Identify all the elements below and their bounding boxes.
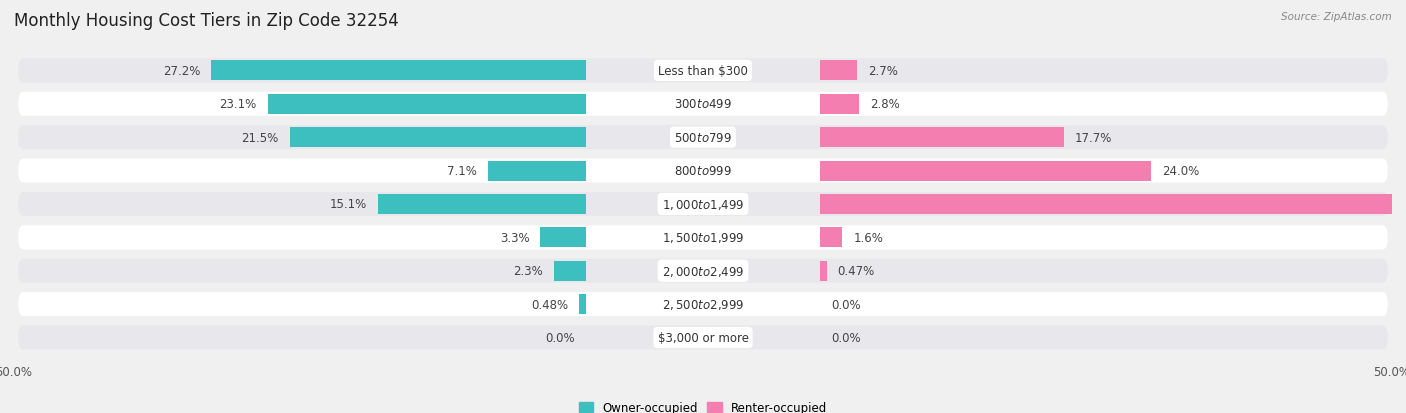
Text: 1.6%: 1.6% [853,231,883,244]
FancyBboxPatch shape [18,192,1388,216]
FancyBboxPatch shape [18,292,1388,316]
Text: 0.48%: 0.48% [531,298,568,311]
Text: Monthly Housing Cost Tiers in Zip Code 32254: Monthly Housing Cost Tiers in Zip Code 3… [14,12,399,30]
Bar [820,161,1152,181]
Text: 21.5%: 21.5% [242,131,278,144]
Legend: Owner-occupied, Renter-occupied: Owner-occupied, Renter-occupied [574,396,832,413]
Bar [820,61,858,81]
Text: $1,000 to $1,499: $1,000 to $1,499 [662,197,744,211]
Bar [211,61,586,81]
Bar [820,195,1406,214]
FancyBboxPatch shape [18,326,1388,350]
Bar [290,128,586,148]
Text: 2.8%: 2.8% [870,98,900,111]
Text: $1,500 to $1,999: $1,500 to $1,999 [662,231,744,245]
Text: $500 to $799: $500 to $799 [673,131,733,144]
Text: 17.7%: 17.7% [1076,131,1112,144]
Text: 3.3%: 3.3% [499,231,530,244]
Text: 2.3%: 2.3% [513,265,543,278]
Bar [820,228,842,248]
Text: $2,500 to $2,999: $2,500 to $2,999 [662,297,744,311]
Text: 0.47%: 0.47% [838,265,875,278]
Text: 27.2%: 27.2% [163,65,200,78]
FancyBboxPatch shape [18,126,1388,150]
Text: $3,000 or more: $3,000 or more [658,331,748,344]
FancyBboxPatch shape [18,59,1388,83]
Bar [579,294,586,314]
Bar [820,128,1064,148]
FancyBboxPatch shape [18,93,1388,116]
Bar [820,261,827,281]
Text: 2.7%: 2.7% [869,65,898,78]
Text: Source: ZipAtlas.com: Source: ZipAtlas.com [1281,12,1392,22]
Text: $2,000 to $2,499: $2,000 to $2,499 [662,264,744,278]
Text: 23.1%: 23.1% [219,98,256,111]
FancyBboxPatch shape [18,159,1388,183]
Text: 24.0%: 24.0% [1161,165,1199,178]
FancyBboxPatch shape [18,259,1388,283]
Bar [820,95,859,114]
Text: 7.1%: 7.1% [447,165,477,178]
Text: 0.0%: 0.0% [831,298,860,311]
FancyBboxPatch shape [18,226,1388,250]
Bar [488,161,586,181]
Text: 0.0%: 0.0% [831,331,860,344]
Bar [378,195,586,214]
Text: 0.0%: 0.0% [546,331,575,344]
Bar [540,228,586,248]
Bar [554,261,586,281]
Text: Less than $300: Less than $300 [658,65,748,78]
Text: 15.1%: 15.1% [329,198,367,211]
Text: $300 to $499: $300 to $499 [673,98,733,111]
Text: $800 to $999: $800 to $999 [673,165,733,178]
Bar [267,95,586,114]
